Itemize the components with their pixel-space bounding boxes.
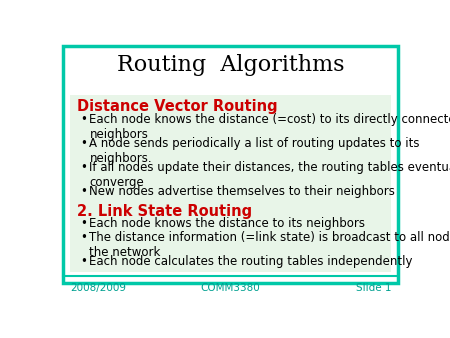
Text: If all nodes update their distances, the routing tables eventually
converge: If all nodes update their distances, the… (90, 161, 450, 189)
Text: New nodes advertise themselves to their neighbors: New nodes advertise themselves to their … (90, 185, 395, 198)
Text: •: • (80, 161, 87, 174)
Text: •: • (80, 231, 87, 244)
Text: •: • (80, 113, 87, 126)
Text: Each node knows the distance to its neighbors: Each node knows the distance to its neig… (90, 217, 365, 230)
FancyBboxPatch shape (63, 46, 398, 283)
FancyBboxPatch shape (70, 95, 391, 272)
Text: Distance Vector Routing: Distance Vector Routing (77, 99, 278, 114)
Text: 2. Link State Routing: 2. Link State Routing (77, 204, 252, 219)
Text: A node sends periodically a list of routing updates to its
neighbors.: A node sends periodically a list of rout… (90, 137, 420, 165)
Text: •: • (80, 217, 87, 230)
Text: Slide 1: Slide 1 (356, 283, 391, 293)
Text: COMM3380: COMM3380 (201, 283, 261, 293)
Text: 2008/2009: 2008/2009 (70, 283, 126, 293)
Text: •: • (80, 185, 87, 198)
Text: •: • (80, 137, 87, 150)
Text: •: • (80, 255, 87, 268)
Text: Each node calculates the routing tables independently: Each node calculates the routing tables … (90, 255, 413, 268)
Text: The distance information (=link state) is broadcast to all nodes in
the network: The distance information (=link state) i… (90, 231, 450, 259)
Text: Routing  Algorithms: Routing Algorithms (117, 54, 344, 76)
Text: Each node knows the distance (=cost) to its directly connected
neighbors: Each node knows the distance (=cost) to … (90, 113, 450, 141)
